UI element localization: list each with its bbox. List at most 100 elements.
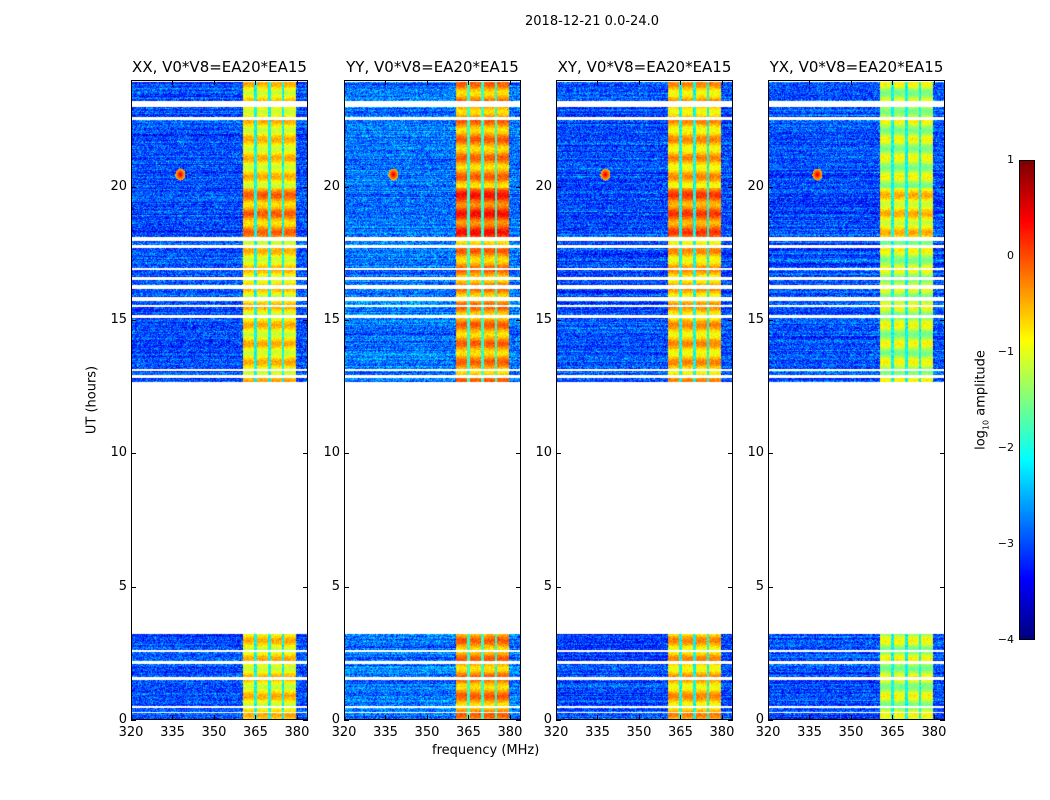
- x-tick-mark: [850, 80, 852, 85]
- panel-title: YX, V0*V8=EA20*EA15: [769, 58, 944, 76]
- y-tick-mark: [344, 586, 349, 588]
- colorbar-gradient: [1020, 161, 1034, 639]
- x-tick-mark: [597, 715, 599, 720]
- y-tick-label: 0: [118, 712, 127, 727]
- panel-title: XX, V0*V8=EA20*EA15: [132, 58, 307, 76]
- y-tick-label: 0: [543, 712, 552, 727]
- y-tick-mark: [728, 586, 733, 588]
- x-tick-label: 350: [626, 725, 652, 740]
- x-tick-mark: [385, 80, 387, 85]
- x-tick-mark: [426, 715, 428, 720]
- y-tick-label: 0: [755, 712, 764, 727]
- panel-title: YY, V0*V8=EA20*EA15: [346, 58, 519, 76]
- x-tick-mark: [556, 715, 557, 720]
- y-tick-mark: [516, 186, 521, 188]
- y-tick-mark: [768, 453, 773, 455]
- y-tick-mark: [131, 720, 136, 721]
- y-tick-label: 10: [323, 445, 340, 461]
- y-tick-mark: [768, 720, 773, 721]
- x-tick-mark: [509, 80, 511, 85]
- x-tick-label: 350: [414, 725, 440, 740]
- x-tick-label: 335: [373, 725, 398, 740]
- x-tick-mark: [255, 80, 257, 85]
- x-tick-mark: [809, 80, 811, 85]
- y-tick-label: 20: [747, 178, 764, 194]
- x-tick-label: 350: [201, 725, 227, 740]
- x-tick-mark: [213, 715, 215, 720]
- x-tick-mark: [344, 80, 345, 85]
- heatmap-cells: [557, 81, 732, 719]
- x-tick-label: 380: [921, 725, 947, 740]
- x-tick-mark: [468, 715, 470, 720]
- x-tick-mark: [509, 715, 511, 720]
- x-tick-label: 320: [755, 725, 781, 740]
- y-tick-mark: [344, 186, 349, 188]
- y-tick-mark: [768, 320, 773, 321]
- x-tick-mark: [933, 80, 935, 85]
- x-tick-label: 365: [880, 725, 905, 740]
- y-tick-mark: [556, 586, 561, 588]
- y-tick-mark: [556, 453, 561, 455]
- y-tick-label: 15: [110, 312, 127, 327]
- y-tick-mark: [556, 320, 561, 321]
- x-tick-mark: [468, 80, 470, 85]
- y-tick-label: 15: [747, 312, 764, 327]
- y-tick-mark: [940, 586, 945, 588]
- heatmap-panel: [344, 80, 521, 720]
- heatmap-cells: [132, 81, 307, 719]
- y-tick-mark: [131, 186, 136, 188]
- y-tick-mark: [556, 186, 561, 188]
- y-tick-mark: [768, 186, 773, 188]
- y-tick-mark: [303, 453, 308, 455]
- x-tick-label: 380: [709, 725, 735, 740]
- y-tick-mark: [131, 453, 136, 455]
- y-tick-mark: [344, 320, 349, 321]
- x-tick-mark: [597, 80, 599, 85]
- y-tick-mark: [516, 453, 521, 455]
- y-tick-label: 5: [118, 578, 127, 594]
- y-tick-mark: [303, 720, 308, 721]
- y-tick-label: 10: [110, 445, 127, 461]
- y-tick-label: 20: [110, 178, 127, 194]
- x-tick-mark: [892, 715, 894, 720]
- x-tick-label: 320: [118, 725, 144, 740]
- x-tick-mark: [296, 80, 298, 85]
- x-tick-mark: [385, 715, 387, 720]
- x-tick-mark: [296, 715, 298, 720]
- y-tick-label: 5: [331, 578, 340, 594]
- figure-title: 2018-12-21 0.0-24.0: [525, 14, 659, 29]
- colorbar: [1019, 160, 1035, 640]
- y-tick-mark: [303, 186, 308, 188]
- x-tick-mark: [638, 80, 640, 85]
- x-tick-mark: [131, 715, 132, 720]
- x-tick-label: 365: [668, 725, 693, 740]
- y-tick-mark: [728, 720, 733, 721]
- x-tick-label: 335: [797, 725, 822, 740]
- y-tick-mark: [344, 720, 349, 721]
- colorbar-tick-label: −1: [997, 345, 1014, 358]
- heatmap-panel: [768, 80, 945, 720]
- x-tick-label: 365: [243, 725, 268, 740]
- y-tick-mark: [131, 320, 136, 321]
- x-tick-label: 320: [543, 725, 569, 740]
- colorbar-label-base: log: [973, 430, 989, 450]
- colorbar-tick-label: 1: [1007, 153, 1014, 166]
- x-tick-mark: [172, 80, 174, 85]
- y-tick-mark: [516, 586, 521, 588]
- heatmap-cells: [769, 81, 944, 719]
- heatmap-cells: [345, 81, 520, 719]
- y-tick-mark: [303, 586, 308, 588]
- colorbar-label: log10 amplitude: [974, 350, 991, 450]
- x-tick-mark: [131, 80, 132, 85]
- x-tick-mark: [768, 80, 769, 85]
- y-tick-mark: [556, 720, 561, 721]
- heatmap-panel: [131, 80, 308, 720]
- y-tick-label: 20: [535, 178, 552, 194]
- x-tick-mark: [809, 715, 811, 720]
- x-tick-label: 335: [160, 725, 185, 740]
- y-tick-mark: [516, 320, 521, 321]
- y-tick-mark: [728, 186, 733, 188]
- y-tick-mark: [303, 320, 308, 321]
- x-tick-mark: [933, 715, 935, 720]
